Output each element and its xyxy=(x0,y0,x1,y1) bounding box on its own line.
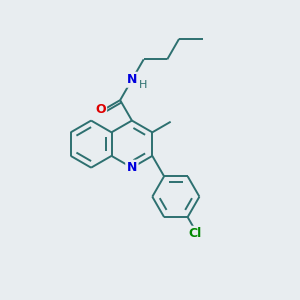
Text: O: O xyxy=(95,103,106,116)
Text: Cl: Cl xyxy=(188,227,201,240)
Text: N: N xyxy=(127,73,137,86)
Text: H: H xyxy=(139,80,147,90)
Text: N: N xyxy=(127,161,137,174)
